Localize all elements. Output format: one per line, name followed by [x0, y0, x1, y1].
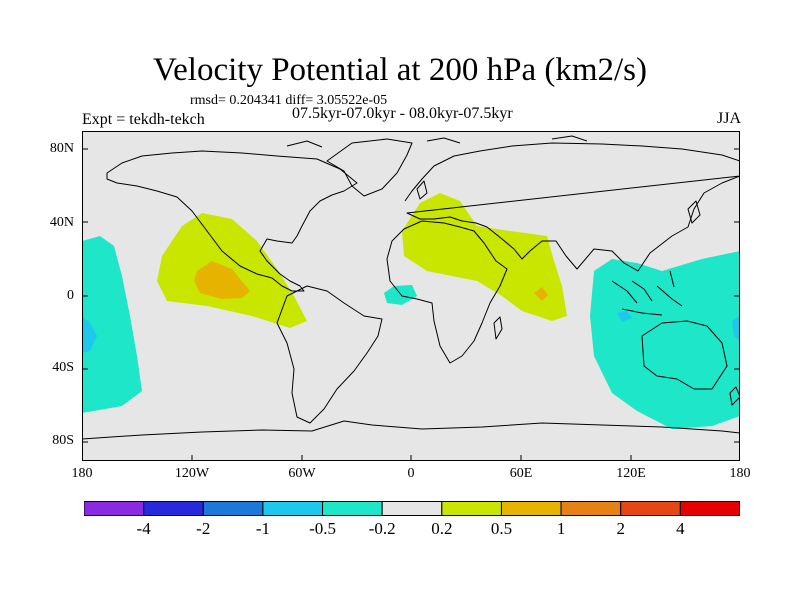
gulf-of-guinea-negative — [384, 285, 417, 305]
colorbar-swatch — [202, 501, 264, 516]
maritime-continent-coastline — [611, 270, 683, 316]
indo-pacific-negative — [590, 251, 740, 429]
colorbar-swatch — [381, 501, 443, 516]
colorbar-label: -4 — [136, 519, 151, 538]
lon-tick-120w: 120W — [174, 466, 210, 481]
colorbar-label: 0.5 — [490, 519, 513, 538]
arctic-islands-coastline — [286, 135, 588, 148]
dateline-west-core — [82, 316, 97, 353]
colorbar-label: -0.2 — [368, 519, 396, 538]
colorbar-label: 1 — [556, 519, 566, 538]
lat-tick-0: 0 — [67, 288, 74, 303]
lon-tick-180e: 180 — [729, 466, 751, 481]
maritime-continent-core — [617, 311, 632, 322]
velocity-potential-map — [82, 131, 740, 461]
colorbar-swatch — [322, 501, 383, 516]
colorbar-swatch — [620, 501, 681, 516]
lat-tick-40n: 40N — [49, 215, 74, 230]
colorbar-label: 2 — [616, 519, 625, 538]
north-africa-middle-east-positive — [402, 193, 567, 321]
coastlines — [82, 135, 740, 440]
rmsd-diff-stats: rmsd= 0.204341 diff= 3.05522e-05 — [190, 93, 388, 108]
new-zealand-coastline — [729, 386, 740, 406]
colorbar-swatch — [84, 501, 145, 516]
experiment-label: Expt = tekdh-tekch — [82, 111, 205, 128]
colorbar-label: -2 — [196, 519, 211, 538]
arabian-sea-core — [534, 287, 548, 301]
north-america-coastline — [106, 150, 358, 292]
british-isles-coastline — [416, 180, 428, 200]
map-title: Velocity Potential at 200 hPa (km2/s) — [152, 52, 648, 88]
lat-tick-80s: 80S — [52, 433, 74, 448]
season-label: JJA — [717, 110, 742, 127]
map-frame — [82, 131, 740, 461]
eurasia-coastline — [404, 142, 740, 272]
lat-tick-40s: 40S — [52, 360, 74, 375]
colorbar-swatch — [441, 501, 502, 516]
south-america-coastline — [276, 285, 383, 424]
colorbar-label: 4 — [676, 519, 685, 538]
antarctica-coastline — [82, 420, 740, 440]
colorbar-swatch — [500, 501, 562, 516]
colorbar-swatch — [262, 501, 324, 516]
colorbar-swatch — [560, 501, 622, 516]
colorbar — [84, 501, 740, 516]
lon-tick-0: 0 — [407, 466, 415, 481]
japan-coastline — [687, 200, 701, 224]
colorbar-label: 0.2 — [431, 519, 453, 538]
dateline-east-core — [732, 316, 740, 341]
east-pacific-core — [194, 261, 250, 299]
central-pacific-negative — [82, 236, 142, 413]
colorbar-label: -0.5 — [309, 519, 336, 538]
period-label: 07.5kyr-07.0kyr - 08.0kyr-07.5kyr — [292, 105, 513, 122]
greenland-coastline — [326, 138, 413, 197]
australia-coastline — [641, 320, 728, 390]
africa-coastline — [386, 220, 508, 364]
lat-tick-80n: 80N — [49, 141, 74, 156]
colorbar-label: -1 — [255, 519, 270, 538]
colorbar-swatch — [679, 501, 740, 516]
colorbar-swatch — [143, 501, 204, 516]
lon-tick-120e: 120E — [616, 466, 646, 481]
lon-tick-60w: 60W — [288, 466, 316, 481]
madagascar-coastline — [493, 316, 503, 340]
lon-tick-180w: 180 — [71, 466, 93, 481]
lon-tick-60e: 60E — [509, 466, 533, 481]
